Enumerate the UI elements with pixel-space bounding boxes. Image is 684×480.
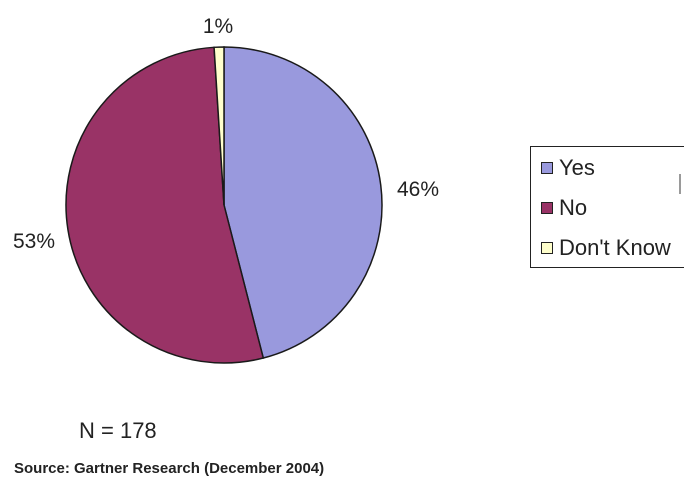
- legend-swatch-no: [541, 202, 553, 214]
- legend-label-yes: Yes: [559, 155, 595, 180]
- pie-data-labels: 46% 53% 1%: [13, 15, 439, 253]
- pie-slice-yes: [223, 46, 383, 359]
- legend-label-no: No: [559, 195, 588, 220]
- legend-item-yes: Yes: [541, 153, 595, 183]
- pie-slice-dont-know: [213, 46, 225, 206]
- chart-legend: Yes No Don't Know: [530, 146, 684, 268]
- source-caption: Source: Gartner Research (December 2004): [14, 460, 325, 477]
- pie-label-yes: 46%: [397, 178, 439, 201]
- sample-size-note: N = 178: [79, 418, 157, 443]
- legend-item-dont-know: Don't Know: [541, 233, 671, 263]
- legend-swatch-dont-know: [541, 242, 553, 254]
- pie-slice-no: [65, 46, 265, 364]
- pie-label-no: 53%: [13, 230, 55, 253]
- legend-swatch-yes: [541, 162, 553, 174]
- legend-label-dont-know: Don't Know: [559, 235, 671, 260]
- pie-slices: [65, 46, 383, 364]
- edge-mark: [679, 174, 681, 194]
- pie-label-dont-know: 1%: [203, 15, 233, 38]
- legend-item-no: No: [541, 193, 587, 223]
